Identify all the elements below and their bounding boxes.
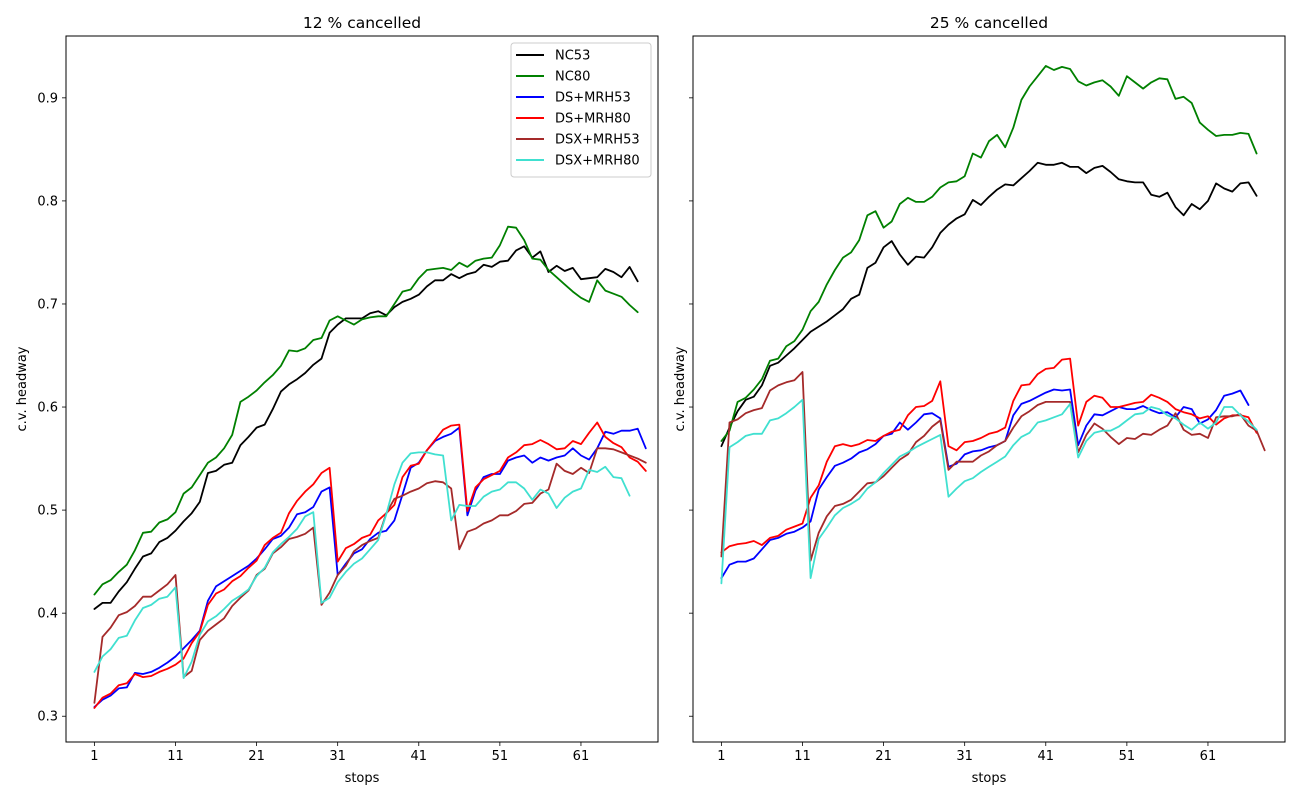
tick-layer: 1 11 21 31 41 51 61	[689, 97, 1217, 764]
y-tick-label: 0.5	[37, 504, 58, 519]
series-line-dsx-mrh53	[720, 371, 1266, 562]
x-tick-label: 51	[492, 749, 509, 764]
x-tick-label: 1	[717, 749, 725, 764]
y-tick-label: 0.6	[37, 401, 58, 416]
series-line-dsx-mrh53	[93, 447, 647, 704]
x-axis-title: stops	[972, 771, 1007, 786]
y-tick-label: 0.4	[37, 607, 58, 622]
series-line-ds-mrh53	[720, 388, 1250, 579]
legend-label: DS+MRH53	[555, 91, 631, 106]
legend-label: NC80	[555, 70, 590, 85]
x-axis-title: stops	[345, 771, 380, 786]
x-tick-label: 31	[956, 749, 973, 764]
legend-label: DSX+MRH80	[555, 154, 640, 169]
plot-frame	[692, 35, 1286, 743]
panel-title: 12 % cancelled	[303, 14, 421, 32]
legend-label: DS+MRH80	[555, 112, 631, 127]
legend-label: NC53	[555, 49, 590, 64]
x-tick-label: 11	[794, 749, 811, 764]
panel-title: 25 % cancelled	[930, 14, 1048, 32]
x-tick-label: 41	[410, 749, 427, 764]
x-tick-label: 21	[248, 749, 265, 764]
panel-25-percent-cancelled: 25 % cancelled 1 11 21 31 41 51 61 stops c.v. …	[673, 14, 1286, 786]
y-tick-label: 0.9	[37, 91, 58, 106]
tick-layer: 1 11 21 31 41 51 610.30.40.50.60.70.80.9	[37, 91, 589, 764]
series-line-dsx-mrh80	[93, 451, 631, 679]
series-line-dsx-mrh80	[720, 398, 1258, 585]
x-tick-label: 51	[1119, 749, 1136, 764]
x-tick-label: 21	[875, 749, 892, 764]
series-layer	[93, 225, 647, 709]
y-axis-title: c.v. headway	[15, 346, 30, 431]
series-line-ds-mrh80	[93, 421, 647, 709]
x-tick-label: 11	[167, 749, 184, 764]
series-line-nc80	[93, 225, 639, 596]
legend-label: DSX+MRH53	[555, 133, 640, 148]
y-tick-label: 0.8	[37, 194, 58, 209]
legend-frame	[510, 42, 652, 178]
y-tick-label: 0.7	[37, 297, 58, 312]
series-line-ds-mrh80	[720, 357, 1258, 554]
plot-frame	[65, 35, 659, 743]
series-line-nc80	[720, 65, 1258, 442]
series-line-ds-mrh53	[93, 426, 647, 708]
x-tick-label: 1	[90, 749, 98, 764]
legend: NC53 NC80 DS+MRH53 DS+MRH80 DSX+MRH53 DSX+MRH…	[510, 42, 652, 178]
x-tick-label: 31	[329, 749, 346, 764]
y-tick-label: 0.3	[37, 710, 58, 725]
x-tick-label: 61	[573, 749, 590, 764]
x-tick-label: 61	[1200, 749, 1217, 764]
series-layer	[720, 65, 1266, 585]
series-line-nc53	[720, 161, 1258, 448]
x-tick-label: 41	[1037, 749, 1054, 764]
panel-12-percent-cancelled: 12 % cancelled 1 11 21 31 41 51 610.30.40.50.6…	[15, 14, 659, 786]
y-axis-title: c.v. headway	[673, 346, 688, 431]
